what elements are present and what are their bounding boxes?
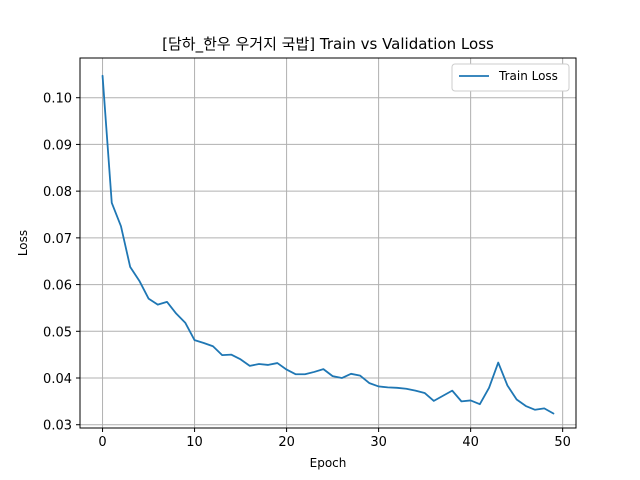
grid <box>80 58 576 428</box>
legend: Train Loss <box>451 63 570 92</box>
x-tick-label: 0 <box>98 435 106 450</box>
plot-frame <box>79 57 577 429</box>
y-tick-label: 0.04 <box>43 372 72 387</box>
x-tick-label: 30 <box>370 435 387 450</box>
y-tick-label: 0.09 <box>43 138 72 153</box>
series-group <box>101 74 555 415</box>
y-tick-label: 0.05 <box>43 325 72 340</box>
y-tick-label: 0.07 <box>43 232 72 247</box>
x-tick-label: 50 <box>554 435 571 450</box>
x-tick-label: 20 <box>278 435 295 450</box>
ticks-group: 0 10 20 30 40 50 0.03 0.04 0.05 0.06 0.07 0.08 0.09 0… <box>43 92 571 450</box>
chart-title: [담하_한우 우거지 국밥] Train vs Validation Loss <box>162 35 494 54</box>
y-tick-label: 0.03 <box>43 419 72 434</box>
legend-label-train-loss: Train Loss <box>498 69 558 83</box>
x-tick-label: 10 <box>186 435 203 450</box>
y-tick-label: 0.08 <box>43 185 72 200</box>
plot-background <box>80 58 576 428</box>
series-line-train-loss <box>101 74 555 415</box>
legend-box <box>451 63 570 92</box>
x-tick-label: 40 <box>462 435 479 450</box>
x-axis-label: Epoch <box>310 456 347 470</box>
y-axis-label: Loss <box>16 230 30 256</box>
y-tick-label: 0.06 <box>43 279 72 294</box>
y-tick-label: 0.10 <box>43 92 72 107</box>
